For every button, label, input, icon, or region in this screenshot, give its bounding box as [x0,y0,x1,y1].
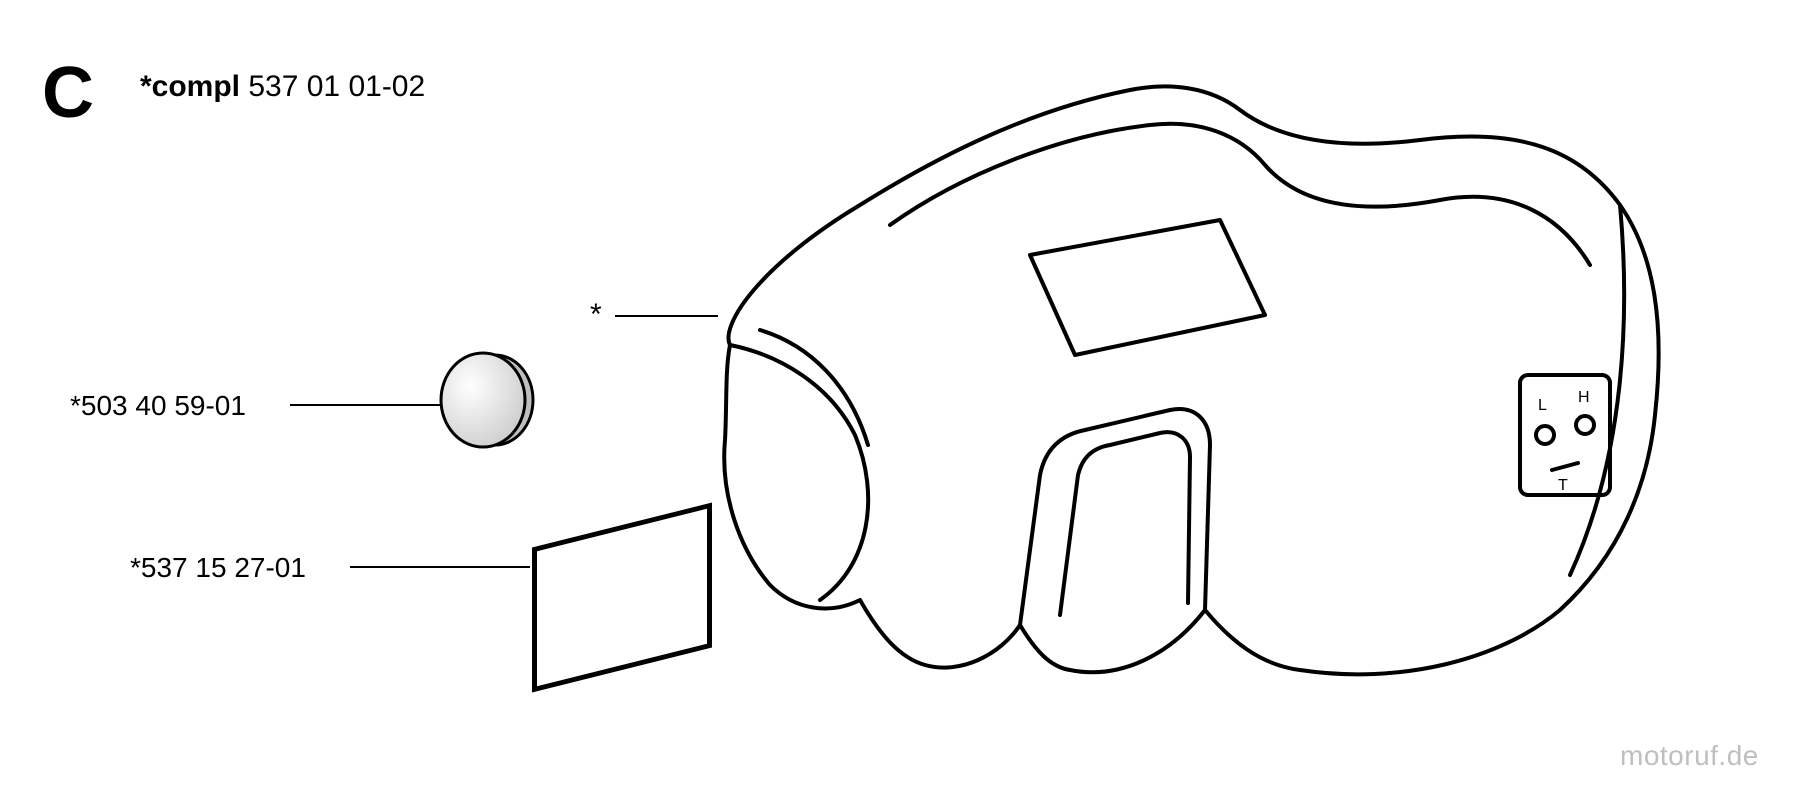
leader-plug [290,404,440,406]
carb-screw-l [1536,426,1554,444]
header-number: 537 01 01-02 [248,70,425,103]
label-cover-asterisk: * [590,298,602,332]
assembly-header: *compl 537 01 01-02 [140,70,425,104]
carb-screw-h [1576,416,1594,434]
section-letter: C [42,52,94,134]
carb-label-l: L [1538,397,1547,414]
part-plug [427,340,547,460]
label-decal: *537 15 27-01 [130,552,306,584]
header-prefix: *compl [140,70,248,103]
leader-decal [350,566,530,568]
label-plug: *503 40 59-01 [70,390,246,422]
watermark: motoruf.de [1620,740,1759,772]
plug-front [441,353,525,447]
carb-label-h: H [1578,389,1590,406]
diagram-canvas: C *compl 537 01 01-02 *503 40 59-01 *537… [0,0,1800,787]
part-decal [532,503,712,693]
carb-label-t: T [1558,477,1568,494]
part-cylinder-cover: L H T [700,55,1680,695]
